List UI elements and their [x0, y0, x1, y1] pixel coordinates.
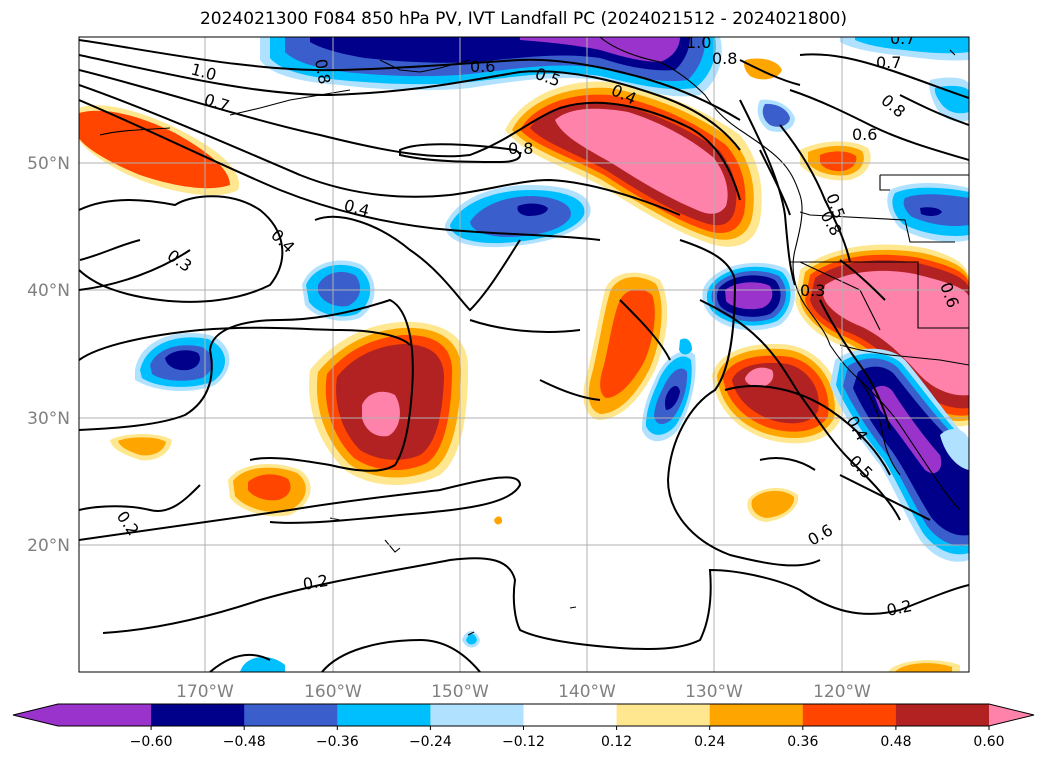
colorbar-extend-max	[989, 704, 1034, 726]
contour-label: 0.3	[800, 281, 825, 300]
colorbar-tick-label: −0.24	[409, 734, 452, 750]
colorbar-tick-label: 0.12	[601, 734, 632, 750]
contour-label: 0.8	[712, 49, 737, 68]
ivt-contours	[79, 39, 969, 672]
lon-label: 170°W	[176, 682, 234, 702]
lon-label: 140°W	[558, 682, 616, 702]
lat-label: 50°N	[27, 154, 70, 174]
colorbar-ticks: −0.60 −0.48 −0.36 −0.24 −0.12 0.12 0.24 0.36 0.4…	[130, 726, 1005, 750]
contour-label: 0.7	[876, 53, 901, 72]
lat-label: 30°N	[27, 409, 70, 429]
contour-label: 0.2	[885, 596, 914, 620]
lon-label: 150°W	[431, 682, 489, 702]
map-title: 2024021300 F084 850 hPa PV, IVT Landfall…	[199, 9, 847, 29]
colorbar: −0.60 −0.48 −0.36 −0.24 −0.12 0.12 0.24 0.36 0.4…	[12, 703, 1035, 750]
colorbar-segment	[151, 704, 245, 726]
colorbar-extend-min	[13, 704, 58, 726]
contour-label: 0.2	[301, 571, 329, 594]
colorbar-tick-label: 0.48	[880, 734, 911, 750]
contour-label: 0.7	[890, 29, 915, 48]
latitude-labels: 50°N 40°N 30°N 20°N	[27, 154, 70, 556]
lon-label: 130°W	[685, 682, 743, 702]
colorbar-segment	[337, 704, 431, 726]
colorbar-segment	[616, 704, 711, 726]
colorbar-tick-label: −0.36	[316, 734, 359, 750]
contour-label: 0.8	[311, 57, 334, 85]
lon-label: 120°W	[813, 682, 871, 702]
map-plot-area: 1.0 0.8 0.7 0.6 0.5 0.4 0.8 0.8 0.7 0.8 …	[79, 29, 969, 672]
lon-label: 160°W	[304, 682, 362, 702]
map-frame	[78, 36, 970, 673]
colorbar-tick-label: 0.60	[973, 734, 1004, 750]
contour-label: 0.8	[508, 139, 533, 158]
longitude-labels: 170°W 160°W 150°W 140°W 130°W 120°W	[176, 682, 871, 702]
colorbar-tick-label: −0.60	[130, 734, 173, 750]
contour-label: 1.0	[686, 33, 711, 52]
colorbar-segment	[802, 704, 897, 726]
colorbar-segment	[244, 704, 338, 726]
colorbar-segment	[523, 704, 618, 726]
colorbar-tick-label: −0.12	[502, 734, 545, 750]
contour-label: 0.6	[470, 57, 495, 76]
lat-label: 20°N	[27, 536, 70, 556]
colorbar-tick-label: 0.36	[787, 734, 818, 750]
lat-label: 40°N	[27, 281, 70, 301]
colorbar-segment	[58, 704, 152, 726]
colorbar-tick-label: 0.24	[694, 734, 725, 750]
pv-shading	[79, 37, 969, 672]
colorbar-outline	[12, 703, 1035, 727]
colorbar-segment	[895, 704, 990, 726]
colorbar-segment	[430, 704, 524, 726]
colorbar-segment	[709, 704, 804, 726]
colorbar-tick-label: −0.48	[223, 734, 266, 750]
colorbar-segments	[13, 704, 1034, 726]
graticule	[79, 37, 969, 672]
contour-label: 0.6	[852, 125, 877, 144]
